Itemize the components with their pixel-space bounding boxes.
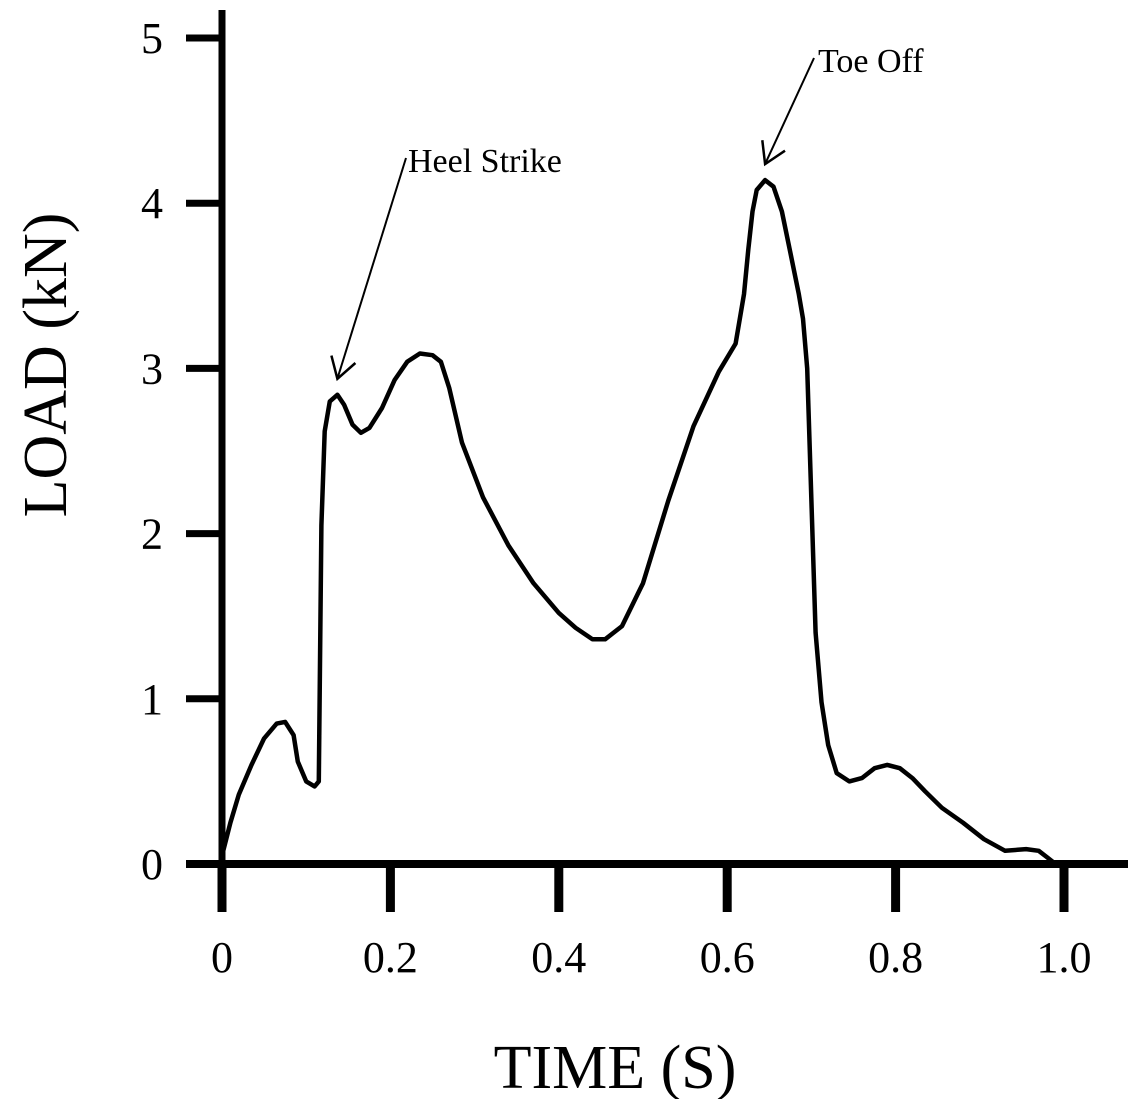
y-axis-title: LOAD (kN) <box>12 213 80 518</box>
y-tick-label: 0 <box>141 840 163 889</box>
y-tick-label: 3 <box>141 344 163 393</box>
axes <box>186 10 1128 868</box>
annotation-arrow-head <box>761 140 786 167</box>
series-layer <box>219 177 1058 867</box>
load-curve <box>219 177 1058 867</box>
x-tick-label: 0.2 <box>363 933 418 982</box>
annotation-arrow-line <box>764 57 815 165</box>
x-tick-label: 0 <box>211 933 233 982</box>
tick-labels: 0 1 2 3 4 5 0 0.2 0.4 0.6 0.8 1.0 <box>141 14 1092 982</box>
y-tick-label: 2 <box>141 510 163 559</box>
x-axis-title: TIME (S) <box>494 1034 737 1099</box>
x-tick-label: 0.6 <box>700 933 755 982</box>
x-tick-label: 0.8 <box>868 933 923 982</box>
annotation-arrow-line <box>336 157 407 380</box>
annotation-arrow-head <box>330 355 357 382</box>
annotation-label: Heel Strike <box>408 143 562 180</box>
y-tick-label: 1 <box>141 675 163 724</box>
y-tick-label: 4 <box>141 179 163 228</box>
x-tick-label: 1.0 <box>1037 933 1092 982</box>
annotation-layer: Heel Strike Toe Off <box>330 43 924 382</box>
x-tick-label: 0.4 <box>531 933 586 982</box>
annotation-label: Toe Off <box>818 43 924 80</box>
y-tick-label: 5 <box>141 14 163 63</box>
ticks <box>186 34 1069 912</box>
